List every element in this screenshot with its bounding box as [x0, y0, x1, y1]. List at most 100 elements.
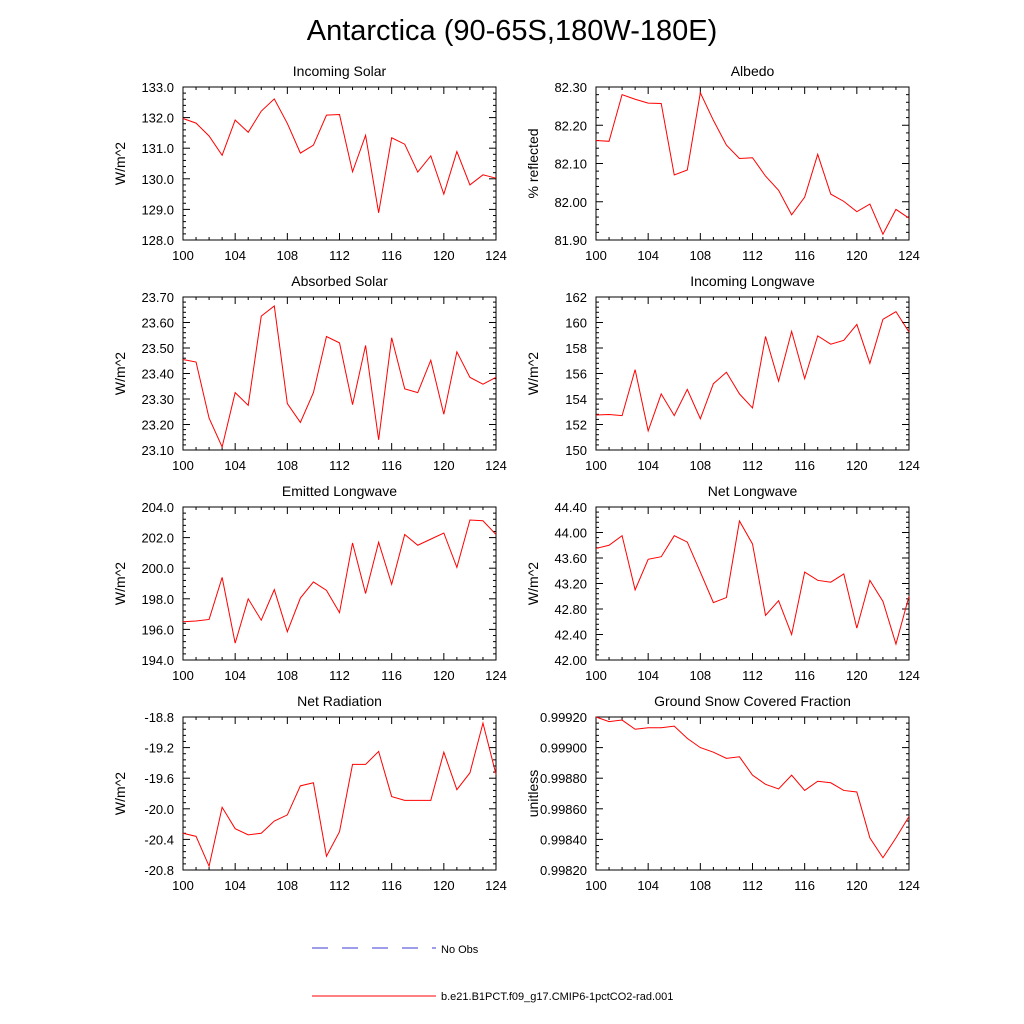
y-tick-label: 0.99820	[540, 863, 587, 878]
panel-title: Ground Snow Covered Fraction	[654, 693, 851, 709]
y-tick-label: 156	[565, 367, 587, 382]
panel-1: Incoming Solar W/m^2 100 104 108 112 116 120 124…	[112, 63, 507, 263]
series-line	[182, 721, 497, 868]
y-tick-label: -20.8	[144, 863, 174, 878]
y-tick-label: 132.0	[141, 111, 174, 126]
y-tick-label: 152	[565, 418, 587, 433]
x-tick-label: 116	[794, 458, 815, 473]
x-tick-label: 104	[224, 878, 246, 893]
panel-8: Ground Snow Covered Fraction unitless 100 1…	[525, 693, 920, 893]
y-tick-label: 0.99880	[540, 771, 587, 786]
x-tick-label: 100	[172, 458, 194, 473]
y-tick-label: 44.00	[554, 526, 587, 541]
y-tick-label: 43.60	[554, 551, 587, 566]
x-tick-label: 108	[689, 878, 711, 893]
y-tick-label: -19.6	[144, 771, 174, 786]
y-axis-label: W/m^2	[525, 562, 541, 605]
panels: Incoming Solar W/m^2 100 104 108 112 116 120 124…	[112, 63, 920, 893]
y-tick-label: 129.0	[141, 202, 174, 217]
x-tick-label: 108	[689, 458, 711, 473]
x-tick-label: 116	[794, 668, 815, 683]
x-tick-label: 100	[585, 458, 607, 473]
x-tick-label: 120	[846, 878, 868, 893]
x-tick-label: 112	[329, 248, 350, 263]
panel-title: Absorbed Solar	[291, 273, 388, 289]
series-line	[595, 716, 910, 859]
y-tick-label: 204.0	[141, 500, 174, 515]
x-tick-label: 104	[637, 458, 659, 473]
y-tick-label: 82.30	[554, 80, 587, 95]
x-tick-label: 100	[585, 248, 607, 263]
x-tick-label: 112	[329, 458, 350, 473]
panel-title: Albedo	[731, 63, 775, 79]
x-tick-label: 108	[276, 668, 298, 683]
x-tick-label: 124	[485, 458, 507, 473]
legend: No Obs b.e21.B1PCT.f09_g17.CMIP6-1pctCO2…	[312, 944, 673, 1003]
y-tick-label: 196.0	[141, 622, 174, 637]
main-title: Antarctica (90-65S,180W-180E)	[307, 15, 718, 47]
x-tick-label: 124	[898, 248, 920, 263]
x-tick-label: 100	[585, 668, 607, 683]
y-tick-label: 202.0	[141, 531, 174, 546]
y-axis-label: W/m^2	[112, 142, 128, 185]
y-tick-label: 0.99900	[540, 741, 587, 756]
x-tick-label: 116	[794, 878, 815, 893]
x-tick-label: 104	[224, 668, 246, 683]
x-tick-label: 112	[329, 878, 350, 893]
x-tick-label: 124	[898, 668, 920, 683]
panel-title: Incoming Solar	[293, 63, 387, 79]
x-tick-label: 108	[276, 248, 298, 263]
panel-title: Emitted Longwave	[282, 483, 397, 499]
y-tick-label: 82.10	[554, 157, 587, 172]
y-tick-label: 128.0	[141, 233, 174, 248]
series-line	[182, 519, 497, 644]
y-axis-label: unitless	[525, 770, 541, 817]
x-tick-label: 120	[433, 668, 455, 683]
x-tick-label: 120	[433, 248, 455, 263]
y-tick-label: 198.0	[141, 592, 174, 607]
x-tick-label: 116	[794, 248, 815, 263]
y-tick-label: 162	[565, 290, 587, 305]
y-axis-label: W/m^2	[112, 562, 128, 605]
y-tick-label: -18.8	[144, 710, 174, 725]
y-tick-label: 160	[565, 316, 587, 331]
x-tick-label: 120	[846, 248, 868, 263]
panel-title: Net Longwave	[708, 483, 798, 499]
x-tick-label: 124	[898, 878, 920, 893]
panel-2: Albedo % reflected 100 104 108 112 116 120 124 81…	[525, 63, 920, 263]
x-tick-label: 120	[433, 878, 455, 893]
y-tick-label: 42.40	[554, 628, 587, 643]
y-tick-label: 23.10	[141, 443, 174, 458]
x-tick-label: 104	[224, 458, 246, 473]
y-tick-label: 81.90	[554, 233, 587, 248]
y-tick-label: 43.20	[554, 577, 587, 592]
series-line	[595, 519, 910, 646]
y-tick-label: 158	[565, 341, 587, 356]
x-tick-label: 112	[742, 668, 763, 683]
y-tick-label: 82.20	[554, 118, 587, 133]
y-tick-label: 82.00	[554, 195, 587, 210]
x-tick-label: 104	[637, 878, 659, 893]
x-tick-label: 112	[742, 458, 763, 473]
y-axis-label: W/m^2	[112, 772, 128, 815]
x-tick-label: 108	[689, 668, 711, 683]
x-tick-label: 116	[381, 878, 402, 893]
legend-obs-label: No Obs	[441, 944, 479, 956]
panel-title: Net Radiation	[297, 693, 382, 709]
x-tick-label: 108	[276, 878, 298, 893]
x-tick-label: 116	[381, 668, 402, 683]
y-tick-label: 44.40	[554, 500, 587, 515]
x-tick-label: 100	[172, 878, 194, 893]
y-tick-label: 23.30	[141, 392, 174, 407]
y-axis-label: W/m^2	[112, 352, 128, 395]
x-tick-label: 116	[381, 248, 402, 263]
series-line	[182, 304, 497, 449]
y-tick-label: 42.80	[554, 602, 587, 617]
x-tick-label: 124	[485, 248, 507, 263]
x-tick-label: 108	[689, 248, 711, 263]
y-tick-label: 0.99860	[540, 802, 587, 817]
x-tick-label: 104	[637, 668, 659, 683]
y-axis-label: W/m^2	[525, 352, 541, 395]
y-tick-label: 131.0	[141, 141, 174, 156]
